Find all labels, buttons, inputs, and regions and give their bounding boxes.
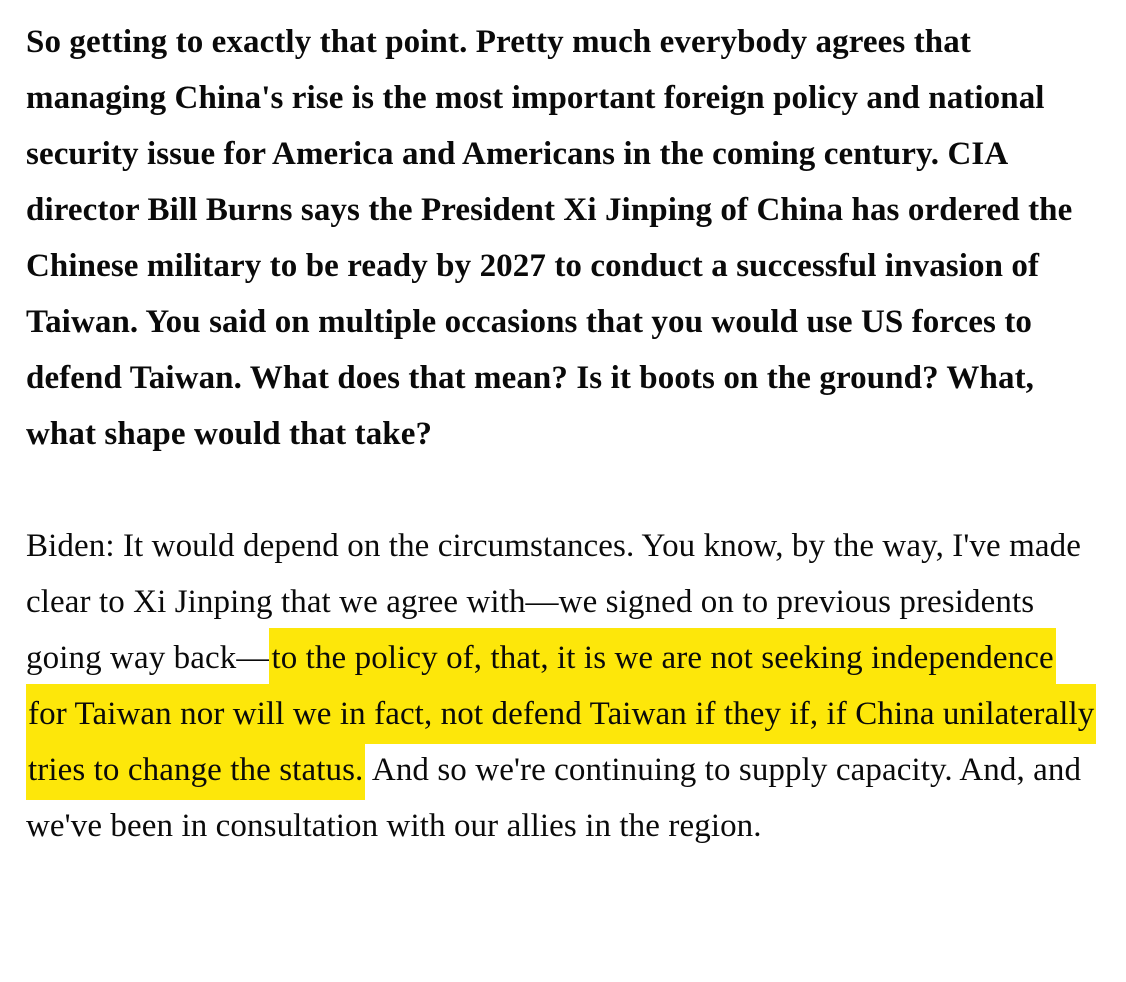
biden-answer: Biden: It would depend on the circumstan… [26,518,1100,854]
answer-text-after-highlight: And so we're continuing to supply capaci… [26,752,1082,844]
answer-text-before-highlight: Biden: It would depend on the circumstan… [26,528,1081,676]
interviewer-question: So getting to exactly that point. Pretty… [26,24,1073,452]
